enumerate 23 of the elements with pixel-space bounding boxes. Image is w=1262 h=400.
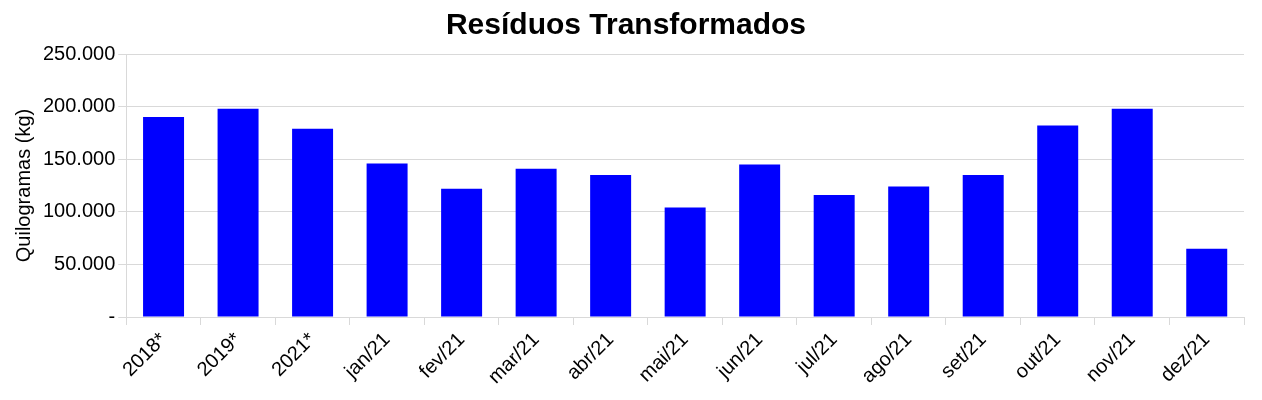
chart-title: Resíduos Transformados xyxy=(445,7,807,41)
bar xyxy=(515,168,557,317)
y-tick-label: 50.000 xyxy=(54,251,116,274)
y-tick-label: 150.000 xyxy=(43,146,116,169)
bar xyxy=(888,186,930,317)
y-axis-title: Quilogramas (kg) xyxy=(11,108,34,263)
y-tick-label: - xyxy=(108,304,116,327)
bar xyxy=(143,117,185,317)
bar xyxy=(739,164,781,317)
bar xyxy=(590,174,632,317)
bar xyxy=(1037,125,1079,317)
bar xyxy=(664,207,706,317)
bar xyxy=(1186,248,1228,317)
bar xyxy=(366,163,408,317)
bar xyxy=(813,194,855,317)
bar xyxy=(292,128,334,317)
y-tick-label: 100.000 xyxy=(43,199,116,222)
y-tick-label: 250.000 xyxy=(43,41,116,64)
bar xyxy=(1111,108,1153,317)
y-tick-label: 200.000 xyxy=(43,94,116,117)
bar xyxy=(217,108,259,317)
bar xyxy=(441,188,483,317)
bar xyxy=(962,174,1004,317)
